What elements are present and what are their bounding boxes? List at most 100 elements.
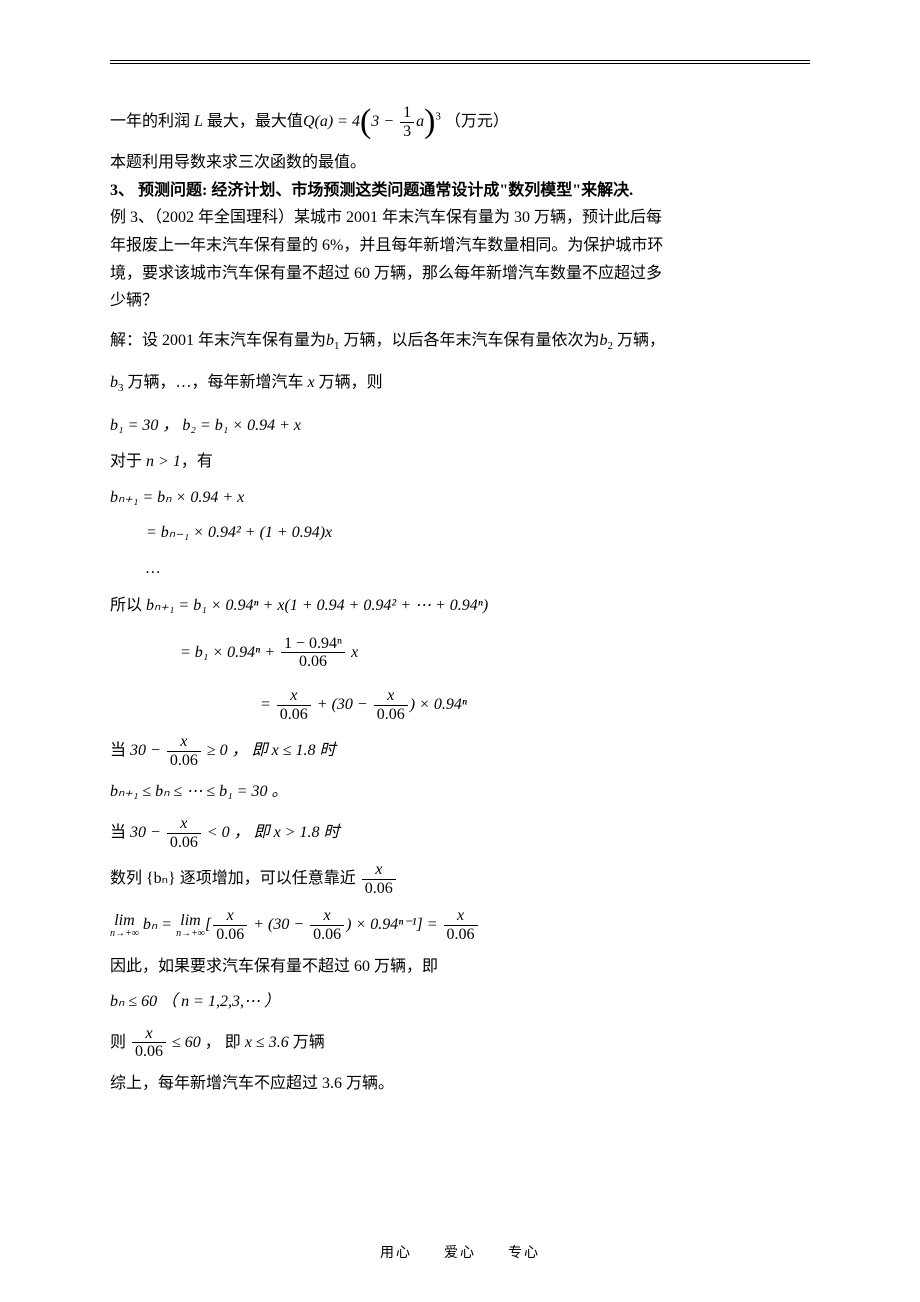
eq4: = x0.06 + (30 − x0.06) × 0.94ⁿ xyxy=(260,687,810,723)
den: 0.06 xyxy=(167,752,201,770)
text: bₙ = xyxy=(139,916,176,933)
frac: x0.06 xyxy=(310,907,344,943)
frac: x0.06 xyxy=(213,907,247,943)
text: < 0 ， 即 x > 1.8 时 xyxy=(203,824,340,841)
eq2b: = bₙ₋₁ × 0.94² + (1 + 0.94)x xyxy=(146,520,810,546)
eq: Q(a) = 4 xyxy=(303,113,360,130)
num: x xyxy=(277,687,311,706)
paren-close: ) xyxy=(424,103,435,140)
eq5: bₙ₊₁ ≤ bₙ ≤ ⋯ ≤ b₁ = 30 。 xyxy=(110,779,810,805)
math: 30 − xyxy=(130,742,165,759)
lim: limn→+∞ xyxy=(110,913,139,939)
eq7: bₙ ≤ 60 （ n = 1,2,3,⋯ ） xyxy=(110,989,810,1015)
eq2c: … xyxy=(146,556,810,582)
frac: 13 xyxy=(400,104,414,140)
text: 数列 {bₙ} 逐项增加，可以任意靠近 xyxy=(110,870,360,887)
num: x xyxy=(374,687,408,706)
p11: 数列 {bₙ} 逐项增加，可以任意靠近 x0.06 xyxy=(110,861,810,897)
math: 30 − xyxy=(130,824,165,841)
text: ) × 0.94ⁿ xyxy=(410,696,467,713)
num: x xyxy=(167,733,201,752)
text: ) × 0.94ⁿ⁻¹] = xyxy=(346,916,441,933)
var: b xyxy=(326,332,334,349)
frac: x0.06 xyxy=(132,1025,166,1061)
num: x xyxy=(444,907,478,926)
eq2a: bₙ₊₁ = bₙ × 0.94 + x xyxy=(110,485,810,511)
p9: 当 30 − x0.06 ≥ 0 ， 即 x ≤ 1.8 时 xyxy=(110,733,810,769)
sub: 2 xyxy=(608,340,614,352)
text: + (30 − xyxy=(313,696,372,713)
text: ≤ 60 xyxy=(168,1034,205,1051)
text: x xyxy=(347,644,358,661)
text: 所以 xyxy=(110,597,146,614)
text: + (30 − xyxy=(249,916,308,933)
eq6: limn→+∞ bₙ = limn→+∞[x0.06 + (30 − x0.06… xyxy=(110,907,810,943)
var: b xyxy=(110,374,118,391)
den: 0.06 xyxy=(277,706,311,724)
text: = xyxy=(260,696,275,713)
den: 0.06 xyxy=(132,1043,166,1061)
p4b: 年报废上一年末汽车保有量的 6%，并且每年新增汽车数量相同。为保护城市环 xyxy=(110,233,810,259)
lim-text: lim xyxy=(110,913,139,929)
frac: x0.06 xyxy=(362,861,396,897)
lim-text: lim xyxy=(176,913,205,929)
lim-sub: n→+∞ xyxy=(110,929,139,939)
p4c: 境，要求该城市汽车保有量不超过 60 万辆，那么每年新增汽车数量不应超过多 xyxy=(110,261,810,287)
num: x xyxy=(362,861,396,880)
text: 万辆 xyxy=(293,1034,325,1051)
p5: 解：设 2001 年末汽车保有量为b1 万辆，以后各年末汽车保有量依次为b2 万… xyxy=(110,328,810,356)
num: x xyxy=(213,907,247,926)
text: [ xyxy=(205,916,211,933)
p6: b3 万辆，…，每年新增汽车 x 万辆，则 xyxy=(110,370,810,398)
den: 0.06 xyxy=(374,706,408,724)
frac: x0.06 xyxy=(277,687,311,723)
text: 万辆，则 xyxy=(315,374,383,391)
den: 0.06 xyxy=(213,926,247,944)
num: 1 − 0.94ⁿ xyxy=(281,635,345,654)
content: 一年的利润 L 最大，最大值Q(a) = 4(3 − 13a)3 （万元） 本题… xyxy=(110,104,810,1097)
text: 当 xyxy=(110,824,130,841)
den: 0.06 xyxy=(444,926,478,944)
frac: 1 − 0.94ⁿ0.06 xyxy=(281,635,345,671)
text: = b₁ × 0.94ⁿ + xyxy=(180,644,279,661)
den: 0.06 xyxy=(310,926,344,944)
text: 万辆，以后各年末汽车保有量依次为 xyxy=(344,332,600,349)
den: 0.06 xyxy=(281,653,345,671)
line-profit: 一年的利润 L 最大，最大值Q(a) = 4(3 − 13a)3 （万元） xyxy=(110,104,810,140)
lim: limn→+∞ xyxy=(176,913,205,939)
p4a: 例 3、（2002 年全国理科）某城市 2001 年末汽车保有量为 30 万辆，… xyxy=(110,205,810,231)
lim-sub: n→+∞ xyxy=(176,929,205,939)
p12: 因此，如果要求汽车保有量不超过 60 万辆，即 xyxy=(110,954,810,980)
text: 3 − xyxy=(371,113,398,130)
var: x xyxy=(308,374,315,391)
footer: 用心 爱心 专心 xyxy=(0,1242,920,1262)
text: 万辆， xyxy=(617,332,665,349)
text: a xyxy=(416,113,424,130)
math: bₙ₊₁ = b₁ × 0.94ⁿ + x(1 + 0.94 + 0.94² +… xyxy=(146,597,488,614)
text: 一年的利润 xyxy=(110,113,194,130)
text: ，有 xyxy=(181,453,213,470)
p10: 当 30 − x0.06 < 0 ， 即 x > 1.8 时 xyxy=(110,815,810,851)
p7: 对于 n > 1，有 xyxy=(110,449,810,475)
text: 对于 xyxy=(110,453,146,470)
sub: 1 xyxy=(334,340,340,352)
page: 一年的利润 L 最大，最大值Q(a) = 4(3 − 13a)3 （万元） 本题… xyxy=(0,0,920,1302)
text: 最大，最大值 xyxy=(203,113,303,130)
text: （万元） xyxy=(445,113,509,130)
var: b xyxy=(600,332,608,349)
frac: x0.06 xyxy=(167,733,201,769)
top-rule xyxy=(110,60,810,64)
text: 万辆，…，每年新增汽车 xyxy=(128,374,308,391)
heading-3: 3、 预测问题: 经济计划、市场预测这类问题通常设计成"数列模型"来解决. xyxy=(110,178,810,204)
num: x xyxy=(310,907,344,926)
eq1: b₁ = 30 ， b₂ = b₁ × 0.94 + x xyxy=(110,413,810,439)
frac: x0.06 xyxy=(374,687,408,723)
p2: 本题利用导数来求三次函数的最值。 xyxy=(110,150,810,176)
num: x xyxy=(167,815,201,834)
text: 解：设 2001 年末汽车保有量为 xyxy=(110,332,326,349)
exp: 3 xyxy=(435,110,441,122)
p4d: 少辆？ xyxy=(110,288,810,314)
p8: 所以 bₙ₊₁ = b₁ × 0.94ⁿ + x(1 + 0.94 + 0.94… xyxy=(110,593,810,619)
math: n > 1 xyxy=(146,453,181,470)
text: ， 即 xyxy=(205,1034,245,1051)
